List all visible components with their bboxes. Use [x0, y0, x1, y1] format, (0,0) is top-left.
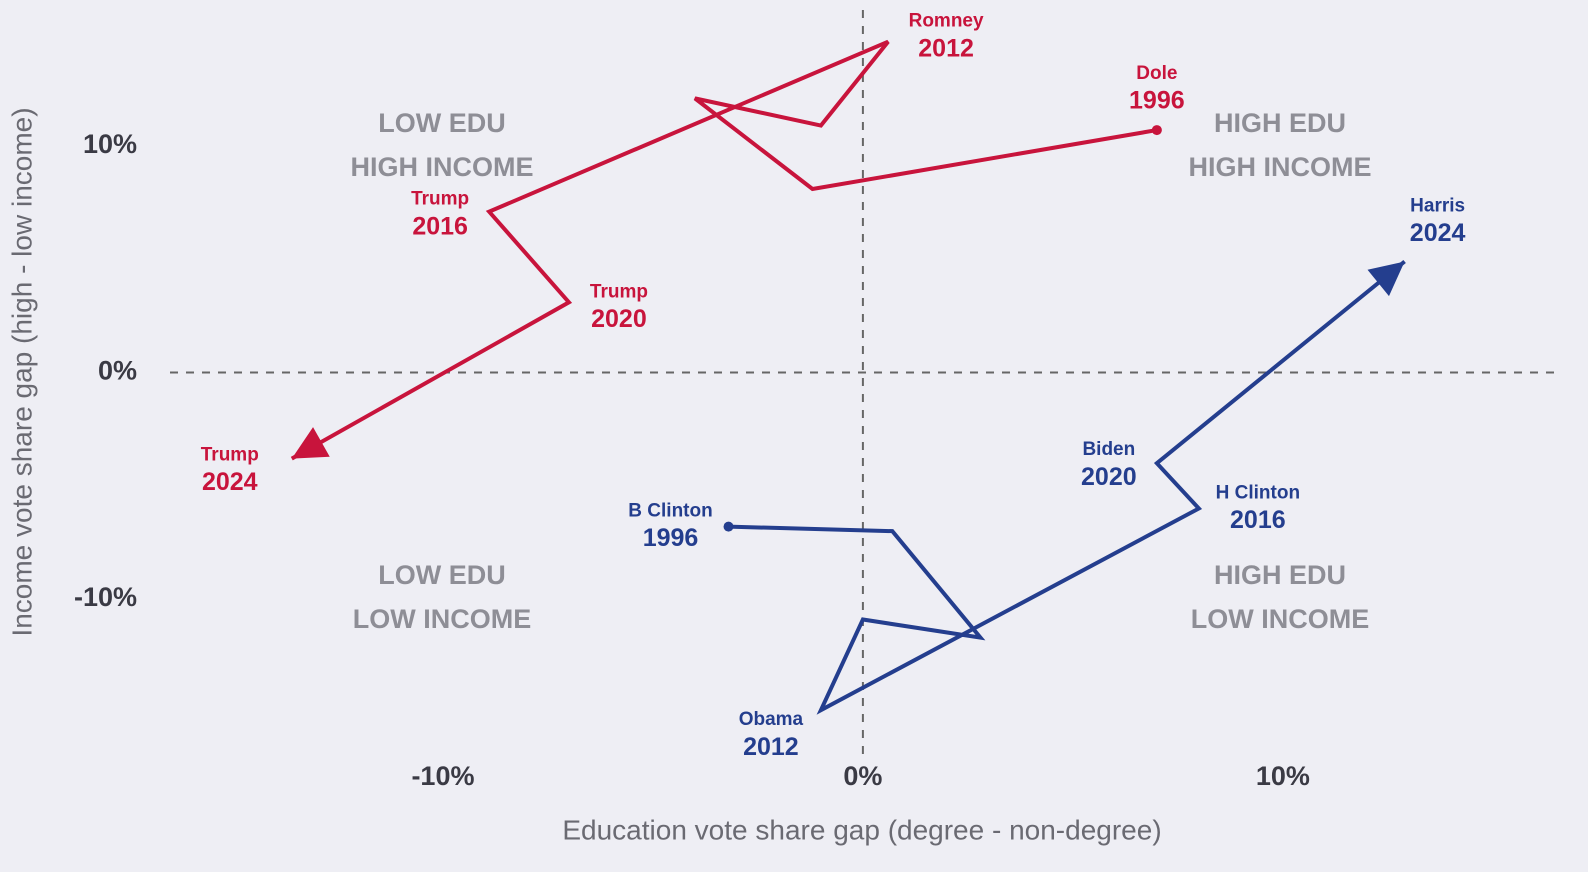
point-name: Obama — [739, 709, 804, 730]
y-axis-title: Income vote share gap (high - low income… — [6, 107, 37, 636]
quadrant-label: HIGH INCOME — [350, 152, 533, 182]
y-tick-label: 10% — [83, 129, 137, 159]
quadrant-label: LOW EDU — [378, 108, 506, 138]
quadrant-label: LOW EDU — [378, 560, 506, 590]
x-tick-label: 10% — [1256, 761, 1310, 791]
point-name: B Clinton — [628, 501, 712, 522]
point-name: Trump — [411, 189, 469, 210]
quadrant-label: HIGH EDU — [1214, 108, 1346, 138]
start-dot — [723, 521, 734, 532]
point-year: 2016 — [412, 212, 468, 240]
point-year: 2020 — [591, 305, 647, 333]
series-line — [728, 259, 1406, 715]
end-arrow — [1367, 261, 1405, 297]
point-year: 2020 — [1081, 463, 1137, 491]
start-dot — [1151, 125, 1162, 136]
point-name: Trump — [201, 445, 259, 466]
point-name: H Clinton — [1216, 483, 1300, 504]
point-year: 2024 — [1410, 219, 1466, 247]
point-name: Romney — [909, 11, 984, 32]
x-axis-title: Education vote share gap (degree - non-d… — [562, 814, 1161, 845]
point-name: Harris — [1410, 196, 1465, 217]
series-line — [290, 39, 1158, 461]
point-year: 1996 — [643, 524, 699, 552]
point-name: Dole — [1136, 63, 1177, 84]
quadrant-label: LOW INCOME — [353, 604, 531, 634]
x-tick-label: -10% — [411, 761, 474, 791]
point-year: 2016 — [1230, 506, 1286, 534]
point-name: Trump — [590, 281, 648, 302]
point-name: Biden — [1082, 439, 1135, 460]
x-tick-label: 0% — [843, 761, 882, 791]
quadrant-label: HIGH EDU — [1214, 560, 1346, 590]
point-year: 2012 — [918, 34, 974, 62]
point-year: 1996 — [1129, 87, 1185, 115]
end-arrow — [291, 427, 330, 459]
y-tick-label: -10% — [74, 582, 137, 612]
y-tick-label: 0% — [98, 356, 137, 386]
point-year: 2024 — [202, 468, 258, 496]
point-year: 2012 — [743, 733, 799, 761]
quadrant-label: HIGH INCOME — [1188, 152, 1371, 182]
quadrant-label: LOW INCOME — [1191, 604, 1369, 634]
